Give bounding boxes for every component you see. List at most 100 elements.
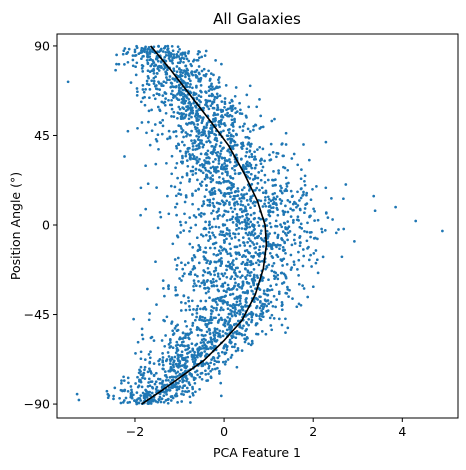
scatter-point: [247, 105, 251, 109]
scatter-point: [196, 113, 199, 117]
scatter-point: [248, 231, 251, 234]
scatter-point: [267, 213, 271, 217]
scatter-point: [223, 281, 227, 285]
scatter-point: [196, 52, 200, 56]
scatter-point: [251, 313, 254, 317]
scatter-point: [196, 123, 200, 126]
scatter-point: [184, 301, 187, 305]
scatter-point: [213, 169, 216, 173]
scatter-point: [117, 62, 121, 66]
scatter-point: [221, 282, 225, 286]
scatter-point: [309, 253, 312, 257]
scatter-point: [156, 67, 160, 70]
scatter-point: [250, 310, 253, 314]
scatter-point: [241, 163, 245, 167]
scatter-point: [259, 162, 263, 166]
scatter-point: [297, 250, 300, 254]
scatter-point: [233, 297, 237, 300]
scatter-point: [231, 292, 235, 296]
scatter-point: [165, 376, 169, 379]
scatter-point: [246, 258, 250, 262]
scatter-point: [202, 125, 206, 129]
scatter-point: [289, 189, 293, 193]
scatter-point: [211, 165, 215, 169]
scatter-point: [237, 282, 240, 286]
scatter-point: [214, 225, 218, 229]
scatter-point: [218, 233, 222, 236]
scatter-point: [175, 146, 179, 150]
scatter-point: [256, 253, 260, 256]
scatter-point: [324, 212, 328, 215]
scatter-point: [141, 70, 145, 73]
scatter-point: [140, 57, 143, 61]
scatter-point: [231, 177, 235, 180]
scatter-point: [229, 206, 233, 210]
scatter-point: [214, 116, 217, 120]
scatter-point: [288, 200, 292, 204]
scatter-point: [186, 82, 190, 85]
scatter-point: [228, 160, 232, 164]
scatter-point: [180, 140, 184, 144]
scatter-point: [168, 337, 172, 341]
scatter-point: [303, 207, 307, 210]
scatter-point: [235, 288, 239, 291]
scatter-point: [154, 75, 157, 79]
scatter-point: [148, 52, 152, 55]
scatter-point: [236, 202, 240, 206]
scatter-point: [219, 152, 222, 156]
scatter-point: [262, 289, 266, 293]
scatter-point: [159, 215, 163, 219]
scatter-point: [148, 96, 151, 100]
scatter-point: [194, 215, 198, 219]
scatter-point: [152, 72, 156, 75]
scatter-point: [232, 263, 235, 267]
scatter-point: [218, 213, 221, 217]
scatter-point: [175, 388, 179, 392]
scatter-point: [219, 381, 223, 385]
scatter-point: [188, 308, 192, 312]
scatter-point: [203, 195, 207, 198]
scatter-point: [211, 191, 215, 195]
scatter-point: [244, 213, 248, 217]
scatter-point: [227, 148, 230, 151]
scatter-point: [228, 127, 231, 131]
scatter-point: [176, 235, 180, 239]
scatter-point: [136, 126, 139, 130]
scatter-point: [233, 164, 236, 168]
fit-line-layer: [141, 45, 268, 405]
scatter-point: [213, 336, 217, 340]
scatter-point: [194, 284, 198, 288]
scatter-point: [265, 310, 269, 313]
scatter-point: [194, 390, 197, 394]
scatter-point: [220, 260, 223, 264]
scatter-point: [180, 114, 184, 117]
scatter-point: [260, 314, 264, 318]
scatter-point: [184, 73, 187, 76]
scatter-point: [180, 279, 183, 282]
scatter-point: [162, 394, 166, 398]
scatter-point: [252, 158, 256, 161]
scatter-point: [189, 79, 192, 83]
scatter-point: [174, 130, 178, 133]
scatter-point: [191, 358, 194, 361]
scatter-point: [199, 341, 203, 344]
scatter-point: [229, 139, 233, 143]
scatter-point: [244, 220, 247, 224]
scatter-point: [280, 191, 284, 195]
scatter-point: [233, 330, 237, 334]
scatter-point: [175, 264, 179, 267]
scatter-point: [261, 312, 264, 316]
scatter-point: [242, 193, 246, 196]
scatter-point: [166, 401, 170, 405]
scatter-point: [172, 115, 176, 118]
scatter-point: [135, 402, 139, 406]
scatter-point: [246, 233, 250, 237]
scatter-point: [263, 292, 267, 296]
scatter-point: [233, 172, 237, 175]
scatter-point: [228, 288, 232, 291]
scatter-point: [131, 58, 135, 62]
scatter-point: [207, 347, 210, 351]
scatter-point: [210, 188, 214, 192]
scatter-point: [150, 391, 154, 395]
scatter-point: [198, 157, 201, 161]
